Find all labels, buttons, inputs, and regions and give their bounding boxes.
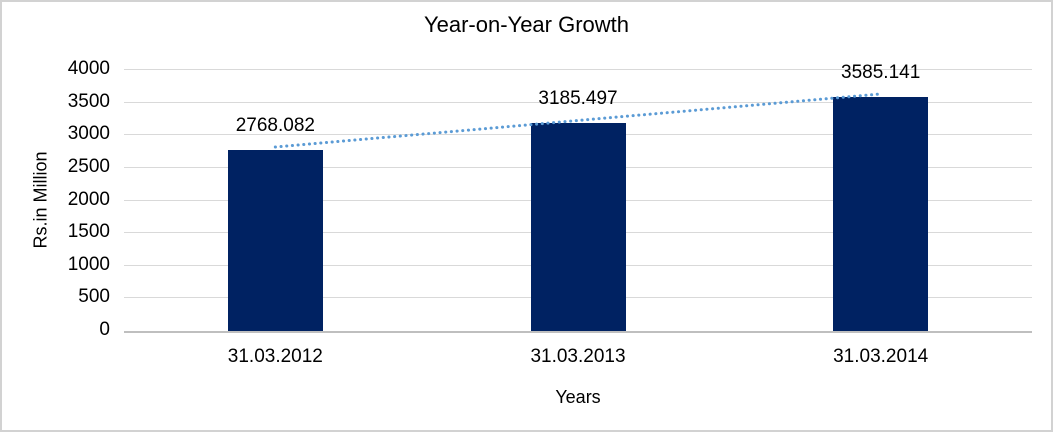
gridline-3500 (124, 102, 1032, 103)
y-tick-label-0: 0 (99, 319, 110, 340)
data-label-31-03-2013: 3185.497 (538, 88, 618, 109)
chart-title: Year-on-Year Growth (423, 12, 630, 37)
y-tick-label-4000: 4000 (67, 58, 110, 79)
gridline-4000 (124, 69, 1032, 70)
bar-31-03-2014[interactable] (833, 97, 929, 331)
y-tick-label-3500: 3500 (67, 91, 110, 112)
x-axis-title: Years (555, 387, 601, 407)
bar-31-03-2013[interactable] (530, 123, 626, 331)
y-tick-label-1500: 1500 (67, 221, 110, 242)
bar-31-03-2012[interactable] (227, 150, 323, 331)
x-category-label-31-03-2014: 31.03.2014 (833, 346, 929, 367)
y-tick-label-3000: 3000 (67, 123, 110, 144)
plot-area: 2768.082 3185.497 3585.141 (124, 62, 1032, 333)
data-label-31-03-2012: 2768.082 (235, 115, 315, 136)
y-tick-label-2000: 2000 (67, 189, 110, 210)
x-category-label-31-03-2013: 31.03.2013 (530, 346, 626, 367)
y-tick-label-500: 500 (78, 286, 110, 307)
x-category-label-31-03-2012: 31.03.2012 (227, 346, 323, 367)
y-tick-label-2500: 2500 (67, 156, 110, 177)
y-tick-label-1000: 1000 (67, 254, 110, 275)
data-label-31-03-2014: 3585.141 (841, 62, 921, 83)
trendline[interactable] (124, 69, 1032, 331)
